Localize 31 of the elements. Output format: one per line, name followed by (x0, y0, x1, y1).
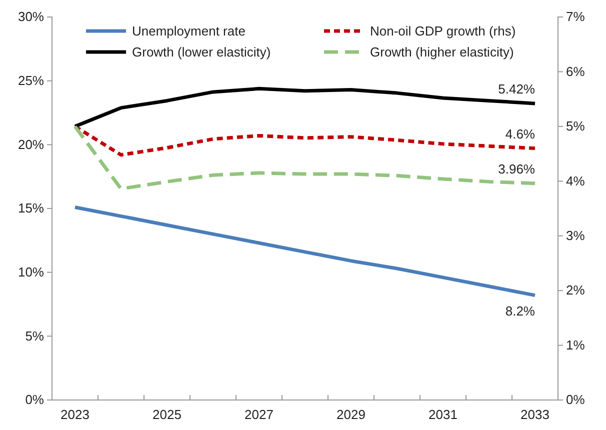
legend-label: Unemployment rate (132, 24, 246, 38)
x-tick-label: 2029 (336, 407, 366, 422)
line-series (73, 124, 537, 191)
data-label: 5.42% (498, 81, 536, 96)
x-tick-label: 2033 (520, 407, 550, 422)
y2-tick-label: 6% (566, 64, 586, 79)
y-tick-label: 20% (18, 136, 44, 152)
y-tick-label: 5% (25, 328, 44, 344)
y-tick-label: 30% (18, 9, 44, 24)
data-label: 4.6% (505, 126, 536, 142)
y2-tick-label: 2% (566, 282, 586, 298)
x-tick-label: 2027 (244, 407, 274, 422)
x-tick-label: 2031 (428, 407, 458, 422)
y-tick-label: 10% (18, 264, 44, 280)
y2-tick-label: 3% (566, 228, 586, 244)
x-tick-label: 2023 (60, 407, 90, 422)
y-tick-label: 25% (18, 72, 44, 88)
y2-tick-label: 5% (566, 118, 586, 134)
y2-tick-label: 0% (566, 392, 586, 408)
legend-label: Non-oil GDP growth (rhs) (370, 24, 516, 38)
legend-label: Growth (lower elasticity) (132, 44, 271, 60)
y2-tick-label: 1% (566, 337, 586, 352)
data-label: 3.96% (498, 161, 536, 176)
line-series (73, 205, 537, 298)
y2-tick-label: 7% (566, 9, 586, 24)
y-tick-label: 15% (18, 200, 44, 216)
y-tick-label: 0% (25, 392, 44, 408)
x-tick-label: 2025 (152, 407, 182, 422)
data-label: 8.2% (505, 303, 536, 318)
legend-label: Growth (higher elasticity) (370, 44, 514, 60)
y2-tick-label: 4% (566, 173, 586, 188)
